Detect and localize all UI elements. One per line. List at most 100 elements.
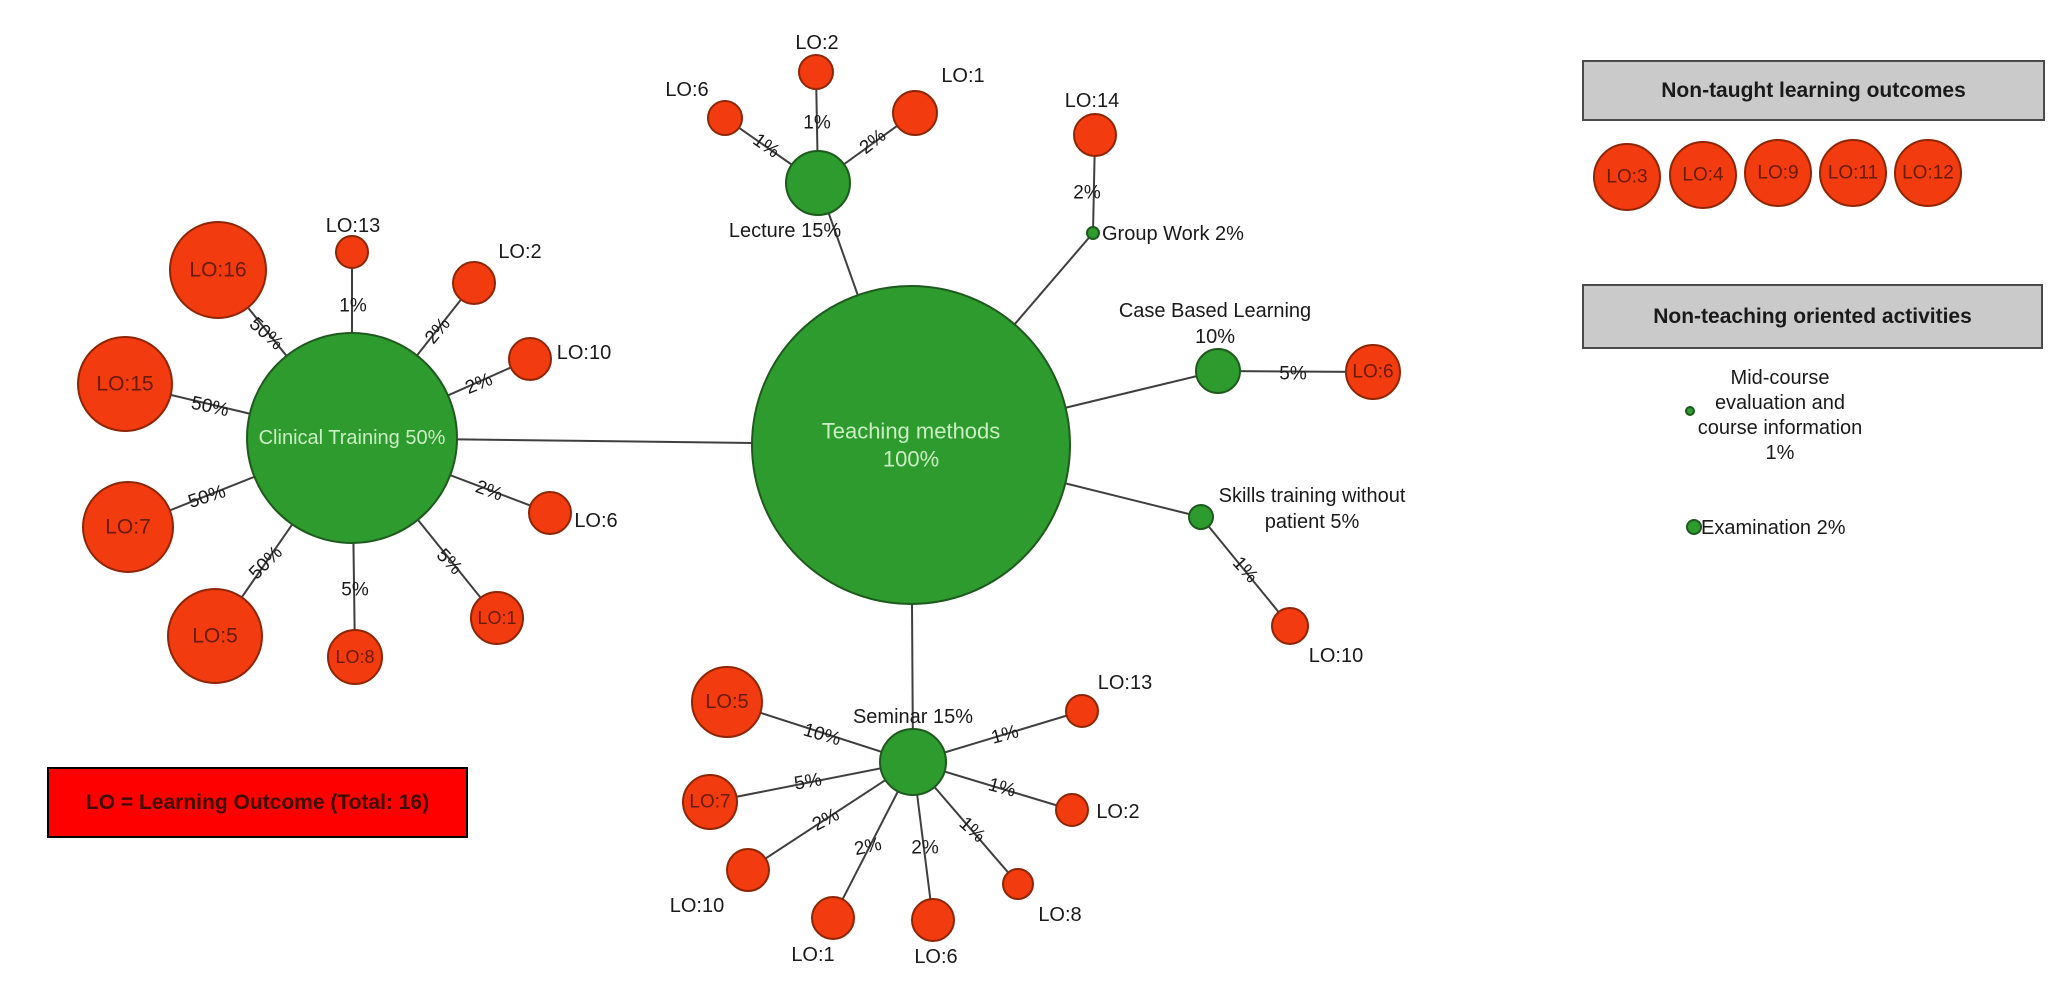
- lo1-clinical-label: LO:1: [477, 608, 516, 628]
- lo6-clinical-label: LO:6: [574, 510, 617, 532]
- dot-examination: [1686, 519, 1702, 535]
- lo1-lecture: [892, 90, 938, 136]
- mid-course-label-line-1: Mid-course: [1731, 367, 1830, 389]
- lo5-clinical: [167, 588, 263, 684]
- lo15-clinical: [77, 336, 173, 432]
- lo8-seminar-label: LO:8: [1038, 904, 1081, 926]
- hub-group-work: [1086, 226, 1100, 240]
- lo15-clinical-label: LO:15: [96, 373, 153, 396]
- lo10-clinical: [508, 337, 552, 381]
- lo7-seminar: [682, 774, 738, 830]
- lo16-clinical-label: LO:16: [189, 259, 246, 282]
- lo5-clinical-label: LO:5: [192, 625, 238, 648]
- edge-percentage-label: 5%: [793, 769, 824, 794]
- hub-seminar: [879, 728, 947, 796]
- lo6-case-based: [1345, 344, 1401, 400]
- lo9-legend-label: LO:9: [1757, 163, 1798, 184]
- edge-percentage-label: 1%: [986, 774, 1018, 801]
- lo3-legend: [1593, 143, 1661, 211]
- lo14-group-work: [1073, 113, 1117, 157]
- hub-teaching-methods-label: 100%: [883, 447, 939, 472]
- lo8-clinical: [327, 629, 383, 685]
- lo2-clinical-label: LO:2: [498, 241, 541, 263]
- lo10-clinical-label: LO:10: [557, 342, 611, 364]
- edge-percentage-label: 10%: [801, 720, 843, 751]
- lo10-seminar-label: LO:10: [670, 895, 724, 917]
- hub-clinical-training-label: Clinical Training 50%: [259, 427, 446, 449]
- hub-seminar-label: Seminar 15%: [853, 706, 973, 728]
- hub-lecture: [785, 150, 851, 216]
- lo10-skills: [1271, 607, 1309, 645]
- lo9-legend: [1744, 139, 1812, 207]
- legend-non-taught-box: [1582, 60, 2045, 121]
- legend-non-taught-box-title: Non-taught learning outcomes: [1661, 79, 1966, 102]
- edge-percentage-label: 5%: [341, 580, 369, 601]
- lo12-legend-label: LO:12: [1902, 163, 1954, 184]
- lo7-seminar-label: LO:7: [689, 792, 730, 813]
- mid-course-label-line-3: course information: [1698, 417, 1863, 439]
- lo4-legend-label: LO:4: [1682, 165, 1724, 186]
- lo7-clinical: [82, 481, 174, 573]
- legend-non-teaching-box: [1582, 284, 2043, 349]
- edge-percentage-label: 50%: [245, 542, 287, 584]
- lo6-case-based-label: LO:6: [1352, 362, 1393, 383]
- hub-skills-training: [1188, 504, 1214, 530]
- lo7-clinical-label: LO:7: [105, 516, 151, 539]
- mid-course-label-line-2: evaluation and: [1715, 392, 1845, 414]
- lo8-clinical-label: LO:8: [335, 647, 374, 667]
- lo13-clinical: [335, 235, 369, 269]
- lo8-seminar: [1002, 868, 1034, 900]
- lo6-lecture: [707, 100, 743, 136]
- lo2-seminar-label: LO:2: [1096, 801, 1139, 823]
- lo10-seminar: [726, 848, 770, 892]
- note-lo-box: [47, 767, 468, 838]
- lo10-skills-label: LO:10: [1309, 645, 1363, 667]
- hub-teaching-methods-label: Teaching methods: [822, 419, 1001, 444]
- lo13-seminar: [1065, 694, 1099, 728]
- lo2-lecture: [798, 54, 834, 90]
- hub-lecture-label: Lecture 15%: [729, 220, 842, 242]
- edge-hub-skills-training--lo10-skills: [1200, 516, 1291, 627]
- lo3-legend-label: LO:3: [1606, 167, 1647, 188]
- lo1-seminar-label: LO:1: [791, 944, 834, 966]
- edge-percentage-label: 1%: [339, 296, 367, 317]
- lo16-clinical: [169, 221, 267, 319]
- lo13-seminar-label: LO:13: [1098, 672, 1152, 694]
- dot-mid-course: [1685, 406, 1695, 416]
- note-lo-box-title: LO = Learning Outcome (Total: 16): [86, 791, 429, 814]
- lo2-seminar: [1055, 793, 1089, 827]
- lo13-clinical-label: LO:13: [326, 215, 380, 237]
- lo6-clinical: [528, 491, 572, 535]
- lo14-group-work-label: LO:14: [1065, 90, 1119, 112]
- lo1-lecture-label: LO:1: [941, 65, 984, 87]
- lo5-seminar-label: LO:5: [705, 691, 748, 713]
- lo4-legend: [1669, 141, 1737, 209]
- edge-percentage-label: 2%: [1073, 183, 1101, 204]
- lo11-legend: [1819, 139, 1887, 207]
- lo6-lecture-label: LO:6: [665, 79, 708, 101]
- legend-non-teaching-box-title: Non-teaching oriented activities: [1653, 305, 1972, 328]
- examination-label: Examination 2%: [1701, 517, 1846, 539]
- edge-percentage-label: 2%: [852, 834, 883, 860]
- hub-case-based-learning-label: Case Based Learning: [1119, 300, 1311, 322]
- hub-teaching-methods: [751, 285, 1071, 605]
- lo2-clinical: [452, 261, 496, 305]
- edge-percentage-label: 2%: [462, 369, 495, 399]
- edge-percentage-label: 2%: [911, 838, 939, 859]
- edge-percentage-label: 1%: [749, 130, 784, 163]
- hub-skills-training-label: Skills training without: [1219, 485, 1406, 507]
- lo11-legend-label: LO:11: [1828, 163, 1878, 184]
- edge-percentage-label: 2%: [473, 476, 506, 505]
- hub-skills-training-label: patient 5%: [1265, 511, 1360, 533]
- edge-percentage-label: 1%: [803, 113, 831, 134]
- edge-percentage-label: 50%: [186, 481, 229, 513]
- lo6-seminar-label: LO:6: [914, 946, 957, 968]
- lo2-lecture-label: LO:2: [795, 32, 838, 54]
- edge-percentage-label: 2%: [856, 125, 891, 159]
- hub-case-based-learning-label: 10%: [1195, 326, 1235, 348]
- lo5-seminar: [691, 666, 763, 738]
- edge-percentage-label: 2%: [809, 804, 843, 835]
- mid-course-label-line-4: 1%: [1766, 442, 1795, 464]
